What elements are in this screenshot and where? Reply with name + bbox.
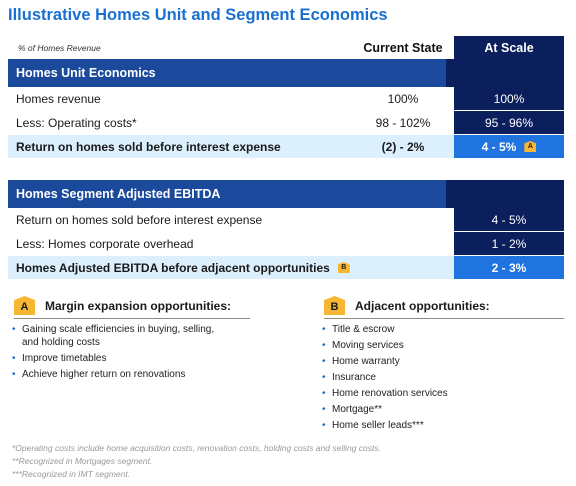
callout-b-header: B Adjacent opportunities: bbox=[324, 296, 490, 315]
row-label: Return on homes sold before interest exp… bbox=[16, 212, 263, 227]
footnote: *Operating costs include home acquisitio… bbox=[12, 443, 382, 453]
list-item: Improve timetables bbox=[10, 353, 260, 366]
row-label: Less: Operating costs* bbox=[16, 115, 137, 130]
table-row: Homes revenue 100% 100% bbox=[8, 87, 564, 110]
table-row-highlight: Return on homes sold before interest exp… bbox=[8, 135, 564, 158]
row-scale: 2 - 3% bbox=[454, 256, 564, 279]
callout-b-divider bbox=[324, 318, 564, 319]
list-item: Home renovation services bbox=[320, 388, 560, 401]
row-scale: 4 - 5% A bbox=[454, 135, 564, 158]
header-note: % of Homes Revenue bbox=[18, 42, 101, 53]
list-item: Moving services bbox=[320, 340, 560, 353]
callout-b-title: Adjacent opportunities: bbox=[355, 298, 490, 313]
row-label-text: Homes Adjusted EBITDA before adjacent op… bbox=[16, 260, 330, 275]
row-current: (2) - 2% bbox=[381, 139, 425, 154]
section-scale-band bbox=[446, 180, 564, 208]
row-label: Homes Adjusted EBITDA before adjacent op… bbox=[16, 256, 350, 279]
row-scale: 4 - 5% bbox=[454, 208, 564, 231]
list-item: Home seller leads*** bbox=[320, 420, 560, 433]
callout-a-header: A Margin expansion opportunities: bbox=[14, 296, 231, 315]
row-label: Less: Homes corporate overhead bbox=[16, 236, 194, 251]
page-title: Illustrative Homes Unit and Segment Econ… bbox=[8, 6, 388, 24]
section-title: Homes Unit Economics bbox=[16, 66, 156, 80]
list-item: Gaining scale efficiencies in buying, se… bbox=[10, 324, 260, 349]
row-scale: 100% bbox=[454, 87, 564, 110]
list-item: Achieve higher return on renovations bbox=[10, 369, 260, 382]
badge-a-icon: A bbox=[14, 296, 35, 315]
row-scale: 95 - 96% bbox=[454, 111, 564, 134]
table-row: Return on homes sold before interest exp… bbox=[8, 208, 564, 231]
row-label: Return on homes sold before interest exp… bbox=[16, 139, 281, 154]
callout-b-list: Title & escrow Moving services Home warr… bbox=[320, 324, 560, 436]
row-label: Homes revenue bbox=[16, 91, 101, 106]
badge-b-icon: B bbox=[337, 262, 350, 273]
list-item: Mortgage** bbox=[320, 404, 560, 417]
list-item: Insurance bbox=[320, 372, 560, 385]
footnote: **Recognized in Mortgages segment. bbox=[12, 456, 153, 466]
callout-a-title: Margin expansion opportunities: bbox=[45, 298, 232, 313]
section-scale-band bbox=[446, 59, 564, 87]
row-current: 98 - 102% bbox=[375, 115, 431, 130]
badge-a-icon: A bbox=[524, 141, 537, 152]
section-segment-ebitda: Homes Segment Adjusted EBITDA bbox=[8, 180, 564, 208]
list-item: Title & escrow bbox=[320, 324, 560, 337]
table-header: % of Homes Revenue Current State At Scal… bbox=[8, 36, 564, 59]
badge-b-icon: B bbox=[324, 296, 345, 315]
row-current: 100% bbox=[387, 91, 419, 106]
header-current-state: Current State bbox=[363, 40, 443, 55]
table-row-highlight: Homes Adjusted EBITDA before adjacent op… bbox=[8, 256, 564, 279]
row-scale: 1 - 2% bbox=[454, 232, 564, 255]
list-item: Home warranty bbox=[320, 356, 560, 369]
table-row: Less: Operating costs* 98 - 102% 95 - 96… bbox=[8, 111, 564, 134]
section-unit-economics: Homes Unit Economics bbox=[8, 59, 564, 87]
callout-a-divider bbox=[14, 318, 250, 319]
section-title: Homes Segment Adjusted EBITDA bbox=[16, 187, 221, 201]
header-at-scale: At Scale bbox=[454, 36, 564, 59]
footnote: ***Recognized in IMT segment. bbox=[12, 469, 131, 479]
callout-a-list: Gaining scale efficiencies in buying, se… bbox=[10, 324, 260, 385]
table-row: Less: Homes corporate overhead 1 - 2% bbox=[8, 232, 564, 255]
row-scale-value: 4 - 5% bbox=[481, 139, 517, 154]
